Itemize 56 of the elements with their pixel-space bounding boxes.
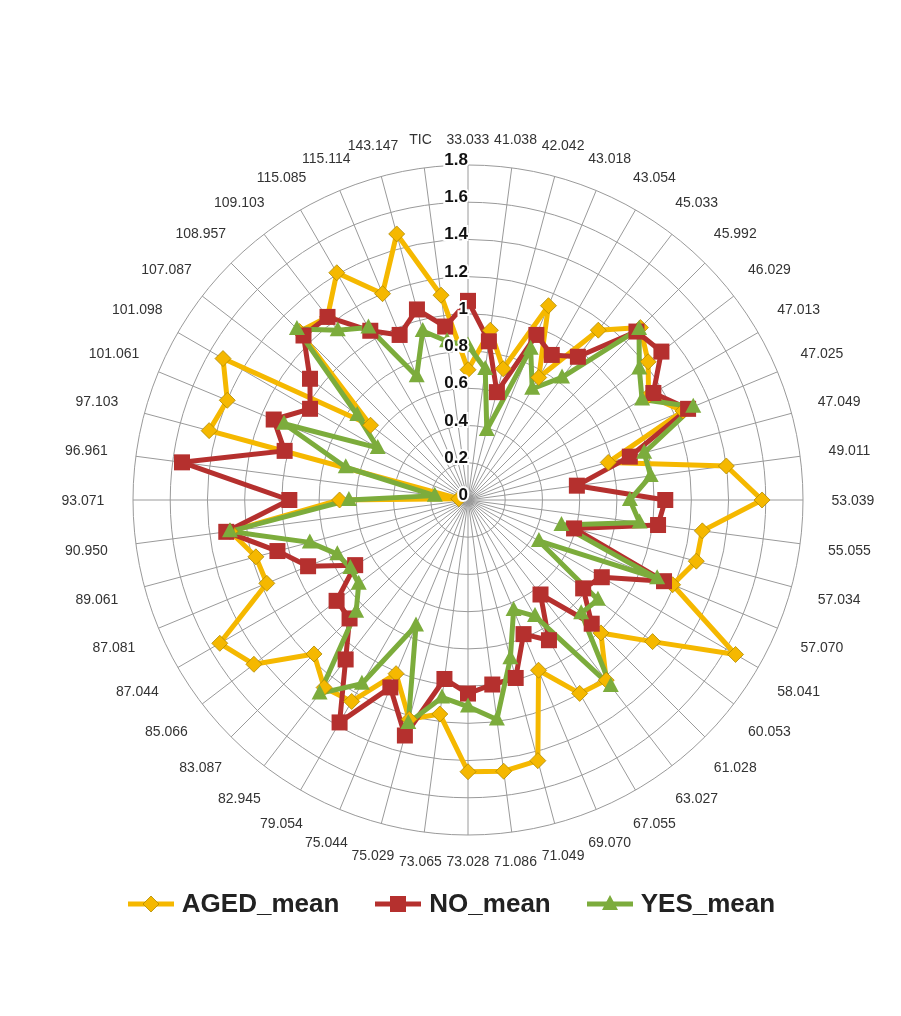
y-tick-label: 1.6 xyxy=(444,187,468,207)
spoke-label: 75.044 xyxy=(304,834,348,851)
spoke-label: 96.961 xyxy=(65,441,109,458)
spoke-label: 33.033 xyxy=(446,131,490,147)
spoke-label: 63.027 xyxy=(675,789,719,806)
y-tick-label: 1.4 xyxy=(444,224,469,244)
spoke-label: 89.061 xyxy=(75,591,119,608)
spoke-label: 82.945 xyxy=(217,789,261,806)
spoke-label: 107.087 xyxy=(141,260,193,277)
spoke-label: 83.087 xyxy=(179,759,223,776)
spoke-label: 61.028 xyxy=(713,759,757,776)
spoke-label: 87.044 xyxy=(115,682,159,699)
y-tick-label: 0.6 xyxy=(444,373,468,393)
spoke-label: 60.053 xyxy=(748,723,792,740)
spoke-label: 49.011 xyxy=(828,441,871,458)
spoke-label: 58.041 xyxy=(777,682,821,699)
spoke-label: 47.025 xyxy=(800,345,844,362)
spoke-label: 46.029 xyxy=(748,260,792,277)
spoke-label: 93.071 xyxy=(61,492,105,508)
y-tick-label: 1.2 xyxy=(444,261,468,281)
spoke-label: 43.054 xyxy=(633,168,677,185)
spoke-label: 43.018 xyxy=(588,149,632,166)
spoke-label: 53.039 xyxy=(831,492,875,508)
y-tick-label: 1.8 xyxy=(444,150,468,169)
spoke-label: 71.049 xyxy=(541,846,585,863)
spoke-label: 75.029 xyxy=(351,846,395,863)
spoke-label: 109.103 xyxy=(214,194,265,211)
y-tick-label: 0.4 xyxy=(444,410,469,430)
spoke-label: 108.957 xyxy=(175,224,227,241)
spoke-label: 45.992 xyxy=(713,224,757,241)
spoke-label: 42.042 xyxy=(541,137,585,154)
spoke-label: 71.086 xyxy=(494,853,538,870)
legend-label: NO_mean xyxy=(428,888,551,919)
spoke-label: 55.055 xyxy=(828,542,872,559)
spoke-label: 73.028 xyxy=(446,853,490,869)
y-tick-label: 0.2 xyxy=(444,447,468,467)
spoke-label: 45.033 xyxy=(675,194,719,211)
legend-label: AGED_mean xyxy=(180,888,340,919)
spoke-label: 73.065 xyxy=(399,853,443,870)
spoke-label: 47.049 xyxy=(817,392,861,409)
spoke-label: 47.013 xyxy=(777,301,821,318)
spoke-label: 101.061 xyxy=(88,345,140,362)
legend-label: YES_mean xyxy=(639,888,776,919)
spoke-label: 87.081 xyxy=(92,638,136,655)
spoke-label: 115.085 xyxy=(256,168,307,185)
spoke-label: 57.070 xyxy=(800,638,844,655)
spoke-label: TIC xyxy=(409,130,432,147)
spoke-label: 97.103 xyxy=(75,392,119,409)
spoke-label: 101.098 xyxy=(112,301,163,318)
spoke-label: 85.066 xyxy=(145,723,189,740)
spoke-label: 57.034 xyxy=(817,591,861,608)
spoke-label: 67.055 xyxy=(633,815,677,832)
spoke-label: 69.070 xyxy=(588,834,632,851)
spoke-label: 79.054 xyxy=(260,815,304,832)
spoke-label: 41.038 xyxy=(494,130,538,147)
spoke-label: 90.950 xyxy=(65,542,109,559)
